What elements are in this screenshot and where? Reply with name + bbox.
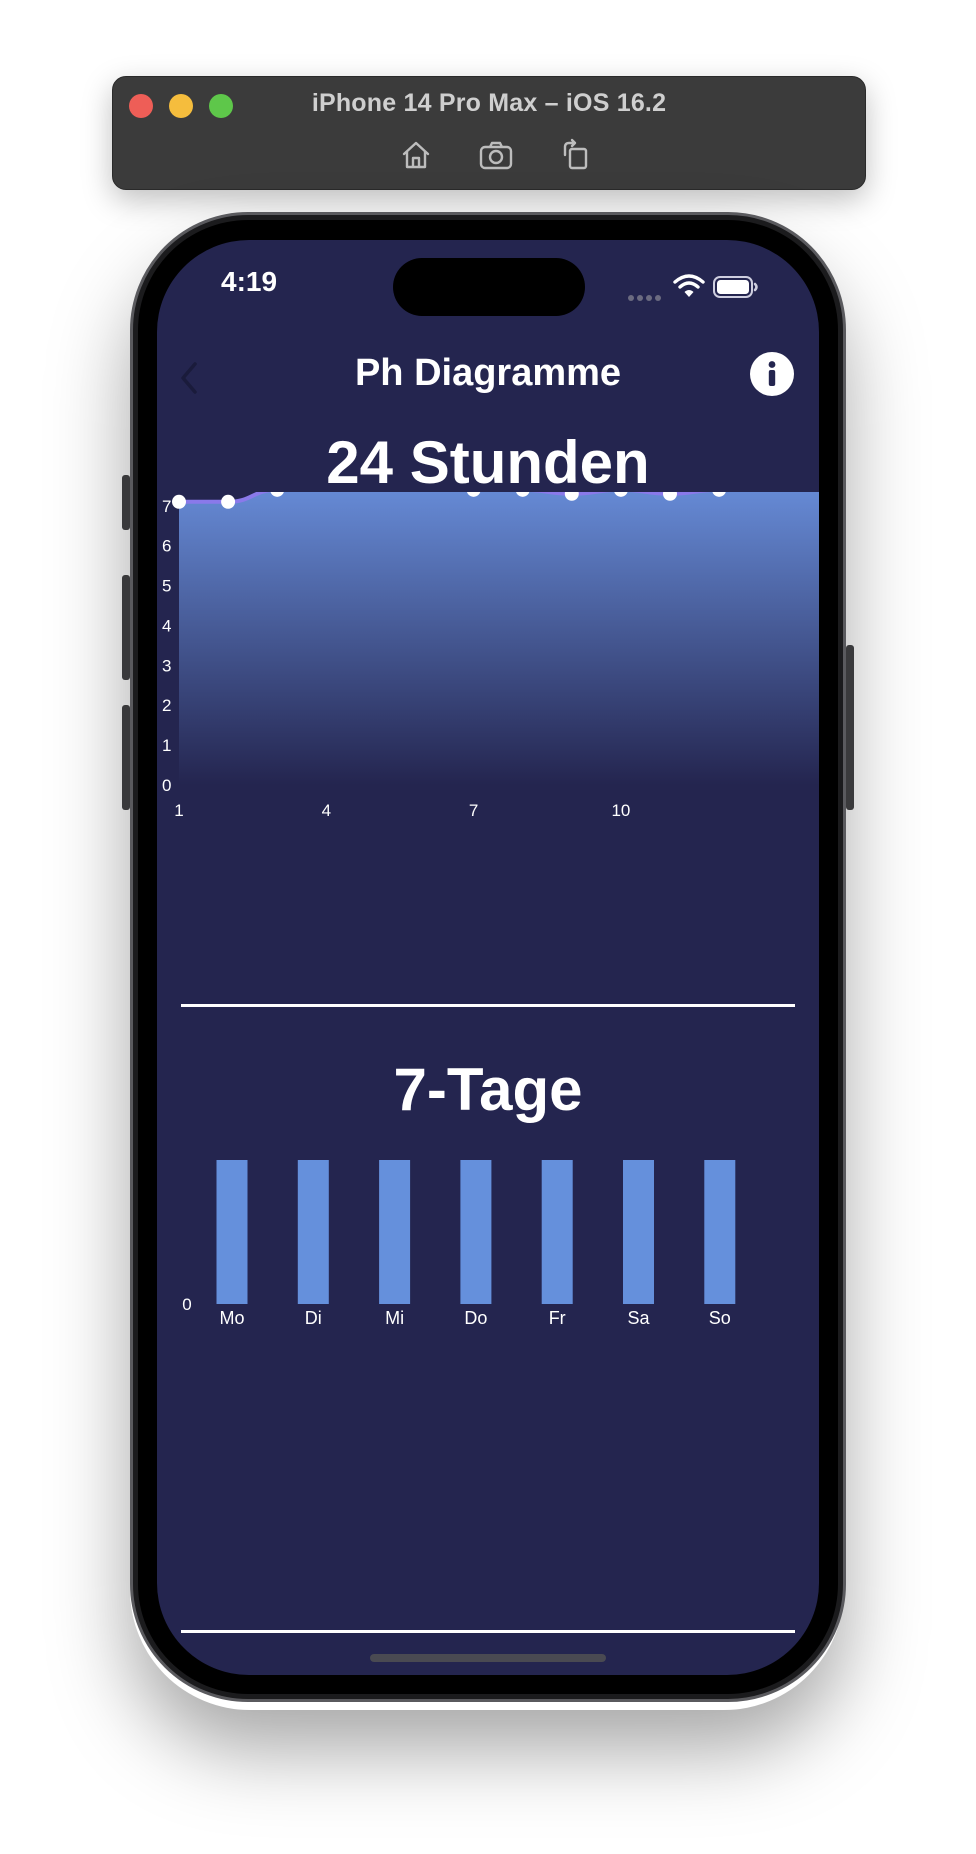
y-tick-label: 3 — [162, 656, 171, 675]
simulator-window-bar: iPhone 14 Pro Max – iOS 16.2 — [112, 76, 866, 190]
data-point — [516, 492, 530, 497]
status-time: 4:19 — [221, 266, 278, 297]
battery-icon — [713, 276, 759, 303]
x-tick-label: So — [709, 1308, 731, 1328]
data-point — [466, 492, 481, 497]
simulator-title: iPhone 14 Pro Max – iOS 16.2 — [311, 89, 667, 117]
x-tick-label: 10 — [611, 801, 630, 820]
x-tick-label: Sa — [627, 1308, 650, 1328]
y-tick-label: 0 — [162, 776, 171, 795]
data-point — [221, 494, 236, 509]
minimize-window-button[interactable] — [169, 94, 193, 118]
x-tick-label: Do — [464, 1308, 487, 1328]
home-icon[interactable] — [396, 135, 436, 175]
area-fill — [179, 492, 819, 785]
bar-sa — [623, 1160, 654, 1304]
y-tick-label: 1 — [162, 736, 171, 755]
data-point — [712, 492, 726, 497]
y-tick-label: 0 — [182, 1295, 191, 1314]
chart-24h: 012345678914710 — [162, 492, 819, 820]
section-title-7d: 7-Tage — [393, 1056, 583, 1123]
data-point — [663, 492, 677, 501]
close-window-button[interactable] — [129, 94, 153, 118]
bar-di — [297, 1160, 329, 1304]
volume-up-button — [122, 575, 130, 680]
y-tick-label: 4 — [162, 616, 171, 635]
zoom-window-button[interactable] — [209, 94, 233, 118]
data-point — [564, 492, 579, 501]
cellular-signal-icon — [628, 288, 664, 306]
x-tick-label: 4 — [322, 801, 331, 820]
y-tick-label: 6 — [162, 537, 171, 556]
chart-7d: 0487.5Mo7.6Di7.2Mi7.8Do7.6Fr7.8Sa7.4So — [182, 1160, 736, 1328]
bar-fr — [541, 1160, 573, 1304]
data-point — [172, 494, 186, 509]
data-point — [270, 492, 284, 497]
rotate-icon[interactable] — [556, 135, 596, 175]
y-tick-label: 4 — [182, 1160, 191, 1162]
bar-mi — [379, 1160, 411, 1304]
wifi-icon — [673, 273, 705, 304]
x-tick-label: Fr — [549, 1308, 566, 1328]
dynamic-island — [393, 258, 585, 316]
data-point — [614, 492, 628, 497]
info-icon — [768, 361, 776, 386]
volume-down-button — [122, 705, 130, 810]
y-tick-label: 2 — [162, 696, 171, 715]
phone-screen: 4:19 Ph Diagramme 24 Stunden 01234567891… — [157, 240, 819, 1675]
page-title: Ph Diagramme — [354, 352, 622, 394]
bar-so — [704, 1160, 736, 1304]
divider — [181, 1004, 795, 1007]
y-tick-label: 5 — [162, 577, 171, 596]
power-button — [846, 645, 854, 810]
home-indicator — [370, 1654, 606, 1662]
x-tick-label: Mo — [219, 1308, 244, 1328]
bar-do — [460, 1160, 492, 1304]
divider — [181, 1630, 795, 1633]
info-button[interactable] — [750, 352, 794, 396]
x-tick-label: 1 — [174, 801, 183, 820]
x-tick-label: Di — [305, 1308, 322, 1328]
chevron-left-icon — [181, 362, 197, 394]
silent-switch — [122, 475, 130, 530]
bar-mo — [216, 1160, 248, 1304]
section-title-24h: 24 Stunden — [326, 429, 650, 496]
x-tick-label: Mi — [385, 1308, 404, 1328]
back-button[interactable] — [175, 358, 203, 398]
screenshot-icon[interactable] — [476, 135, 516, 175]
x-tick-label: 7 — [469, 801, 478, 820]
y-tick-label: 7 — [162, 497, 171, 516]
